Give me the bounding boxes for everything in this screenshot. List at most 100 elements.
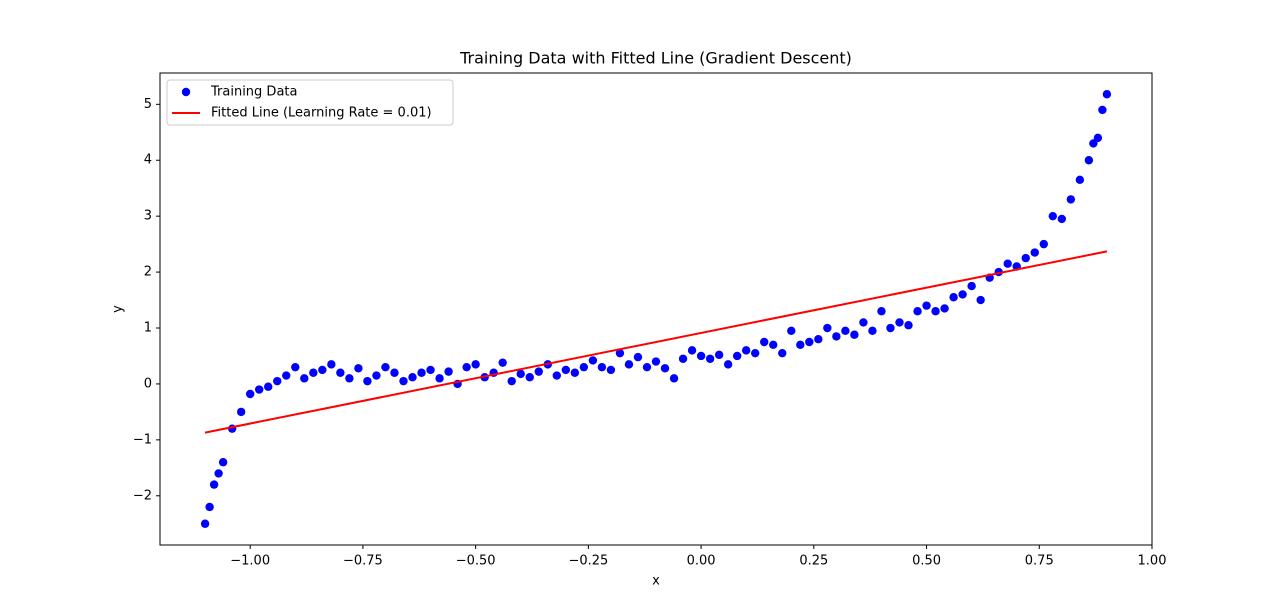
scatter-point	[1093, 133, 1103, 143]
y-tick-label: 2	[144, 265, 152, 280]
scatter-point	[354, 364, 363, 373]
scatter-point	[922, 301, 931, 310]
scatter-point	[1075, 175, 1085, 185]
scatter-point	[769, 340, 778, 349]
scatter-point	[291, 362, 300, 372]
scatter-point	[714, 350, 724, 360]
scatter-point	[705, 354, 715, 363]
scatter-point	[832, 332, 841, 341]
scatter-point	[958, 290, 967, 299]
scatter-point	[381, 362, 390, 372]
x-tick-label: 0.75	[1025, 554, 1054, 569]
scatter-point	[516, 369, 525, 379]
scatter-point	[273, 376, 282, 386]
scatter-point	[886, 323, 895, 333]
scatter-point	[823, 323, 832, 333]
scatter-point	[760, 337, 769, 347]
scatter-point	[967, 281, 976, 291]
scatter-point	[732, 351, 742, 361]
scatter-point	[245, 389, 255, 399]
scatter-point	[327, 360, 336, 369]
scatter-point	[931, 307, 940, 316]
scatter-point	[841, 326, 850, 336]
scatter-point	[209, 480, 219, 489]
scatter-point	[741, 346, 751, 355]
scatter-point	[1066, 195, 1076, 204]
scatter-point	[940, 304, 949, 313]
scatter-point	[363, 376, 372, 386]
x-tick-label: −0.75	[343, 554, 383, 569]
scatter-point	[1003, 259, 1012, 268]
scatter-point	[408, 373, 417, 382]
scatter-point	[606, 365, 616, 375]
scatter-point	[552, 371, 561, 380]
scatter-point	[471, 360, 480, 369]
x-axis-label: x	[652, 574, 660, 589]
scatter-point	[205, 502, 214, 512]
scatter-point	[255, 385, 264, 394]
y-tick-label: −1	[133, 432, 152, 447]
x-tick-label: 0.00	[687, 554, 716, 569]
scatter-point	[1057, 214, 1067, 224]
scatter-point	[1021, 253, 1030, 263]
scatter-point	[1030, 248, 1039, 257]
scatter-point	[570, 368, 580, 377]
scatter-point	[895, 318, 904, 327]
fitted-line	[204, 250, 1108, 434]
scatter-point	[850, 330, 859, 339]
scatter-point	[507, 376, 516, 386]
scatter-point	[913, 307, 922, 316]
scatter-point	[651, 357, 661, 366]
y-tick-label: 5	[144, 97, 152, 112]
scatter-point	[949, 293, 958, 302]
scatter-point	[561, 365, 571, 375]
plot-area	[200, 90, 1112, 528]
scatter-point	[1048, 211, 1058, 221]
scatter-point	[678, 354, 688, 363]
scatter-point	[390, 368, 399, 377]
x-tick-label: 1.00	[1138, 554, 1167, 569]
scatter-point	[218, 458, 228, 467]
scatter-point	[976, 295, 985, 305]
y-tick-label: 3	[144, 209, 152, 224]
y-tick-label: 0	[144, 376, 152, 391]
y-axis-label: y	[111, 305, 126, 313]
scatter-point	[525, 373, 534, 382]
scatter-point	[687, 346, 697, 355]
scatter-point	[426, 365, 435, 375]
scatter-point	[372, 371, 381, 380]
x-tick-label: −1.00	[230, 554, 270, 569]
scatter-point	[200, 519, 210, 528]
scatter-point	[723, 360, 733, 369]
scatter-point	[534, 367, 543, 376]
scatter-point	[904, 321, 913, 330]
scatter-point	[778, 348, 787, 358]
scatter-point	[642, 362, 652, 372]
x-tick-label: 0.25	[799, 554, 828, 569]
scatter-point	[751, 348, 760, 358]
scatter-point	[796, 340, 805, 349]
x-tick-label: −0.50	[456, 554, 496, 569]
scatter-point	[282, 371, 291, 380]
legend-box	[166, 79, 454, 126]
scatter-point	[1098, 105, 1107, 115]
legend-label: Fitted Line (Learning Rate = 0.01)	[211, 106, 432, 121]
scatter-point	[588, 356, 598, 365]
scatter-point	[805, 337, 814, 347]
scatter-point	[214, 469, 223, 478]
scatter-point	[1089, 139, 1098, 148]
scatter-point	[236, 407, 246, 417]
legend-label: Training Data	[210, 85, 297, 100]
x-tick-label: −0.25	[568, 554, 608, 569]
scatter-point	[318, 365, 327, 375]
scatter-point	[300, 374, 309, 383]
scatter-point	[336, 368, 345, 377]
legend-marker	[181, 87, 191, 97]
y-tick-label: 1	[144, 321, 152, 336]
scatter-point	[696, 351, 706, 361]
scatter-point	[868, 326, 877, 336]
axes-frame	[159, 72, 1153, 546]
scatter-point	[615, 348, 625, 358]
scatter-point	[1039, 239, 1048, 249]
